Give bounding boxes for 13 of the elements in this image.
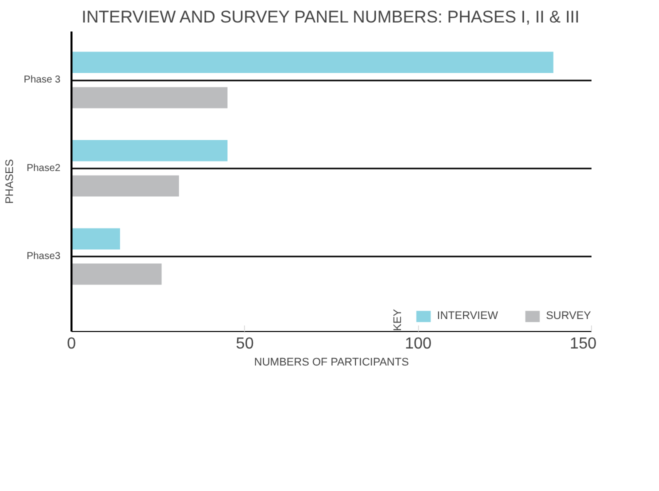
x-tick-label: 0 bbox=[67, 336, 76, 352]
chart-title: INTERVIEW AND SURVEY PANEL NUMBERS: PHASES I, II & III bbox=[82, 8, 580, 26]
y-axis-title: PHASES bbox=[4, 159, 16, 204]
legend-label: INTERVIEW bbox=[437, 310, 498, 322]
x-tick-label: 100 bbox=[404, 336, 432, 352]
legend-title: KEY bbox=[392, 308, 404, 331]
y-tick-label: Phase3 bbox=[26, 251, 61, 262]
x-tick-label: 150 bbox=[570, 336, 597, 352]
x-axis-title: NUMBERS OF PARTICIPANTS bbox=[254, 356, 409, 368]
legend-label: SURVEY bbox=[546, 310, 591, 322]
x-tick-label: 50 bbox=[236, 336, 254, 352]
y-tick-label: Phase 3 bbox=[24, 74, 61, 86]
y-tick-label: Phase2 bbox=[26, 162, 61, 174]
